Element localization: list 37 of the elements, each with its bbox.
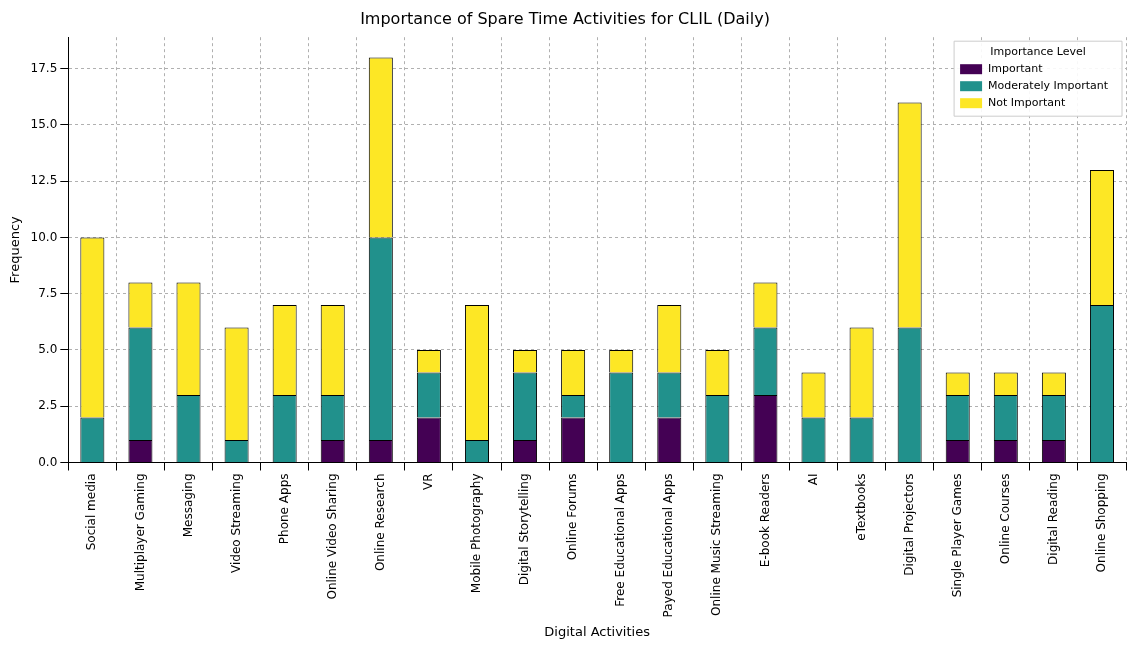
x-tick-label: Digital Storytelling <box>517 473 532 586</box>
y-tick-label: 0.0 <box>38 454 58 469</box>
y-tick-label: 10.0 <box>30 229 58 244</box>
x-tick-label: E-book Readers <box>757 473 772 568</box>
x-tick-label: VR <box>421 473 436 491</box>
x-tick-label: AI <box>805 473 820 486</box>
y-tick-label: 7.5 <box>38 285 58 300</box>
y-tick-label: 15.0 <box>30 117 58 132</box>
x-tick-label: Payed Educational Apps <box>661 473 676 618</box>
x-tick-label: Video Streaming <box>228 473 243 573</box>
x-tick-label: Phone Apps <box>276 473 291 545</box>
x-tick-label: Online Video Sharing <box>324 473 339 600</box>
x-tick-label: Mobile Photography <box>469 473 484 594</box>
chart-title: Importance of Spare Time Activities for CLIL (Daily) <box>360 8 770 28</box>
x-tick-label: Digital Projectors <box>901 473 916 576</box>
x-tick-label: Messaging <box>180 473 195 538</box>
x-tick-label: Online Courses <box>997 473 1012 565</box>
x-tick-label: Free Educational Apps <box>613 473 628 607</box>
x-tick-label: Online Music Streaming <box>709 473 724 616</box>
x-tick-label: Single Player Games <box>949 473 964 598</box>
legend-label: Moderately Important <box>988 79 1109 93</box>
legend-label: Not Important <box>988 96 1067 110</box>
x-tick-label: Online Forums <box>565 473 580 561</box>
legend-label: Important <box>988 62 1044 76</box>
x-tick-label: Online Research <box>372 473 387 572</box>
x-tick-label: Social media <box>84 473 99 551</box>
y-axis-title: Frequency <box>7 215 23 284</box>
legend-title: Importance Level <box>990 45 1086 59</box>
y-tick-label: 2.5 <box>38 398 58 413</box>
y-tick-label: 17.5 <box>30 60 58 75</box>
x-tick-label: Digital Reading <box>1046 473 1061 565</box>
x-tick-label: Multiplayer Gaming <box>132 473 147 592</box>
x-tick-label: Online Shopping <box>1094 473 1109 573</box>
y-tick-label: 12.5 <box>30 173 58 188</box>
x-tick-label: eTextbooks <box>853 473 868 541</box>
x-axis-title: Digital Activities <box>544 623 651 639</box>
y-tick-label: 5.0 <box>38 342 58 357</box>
